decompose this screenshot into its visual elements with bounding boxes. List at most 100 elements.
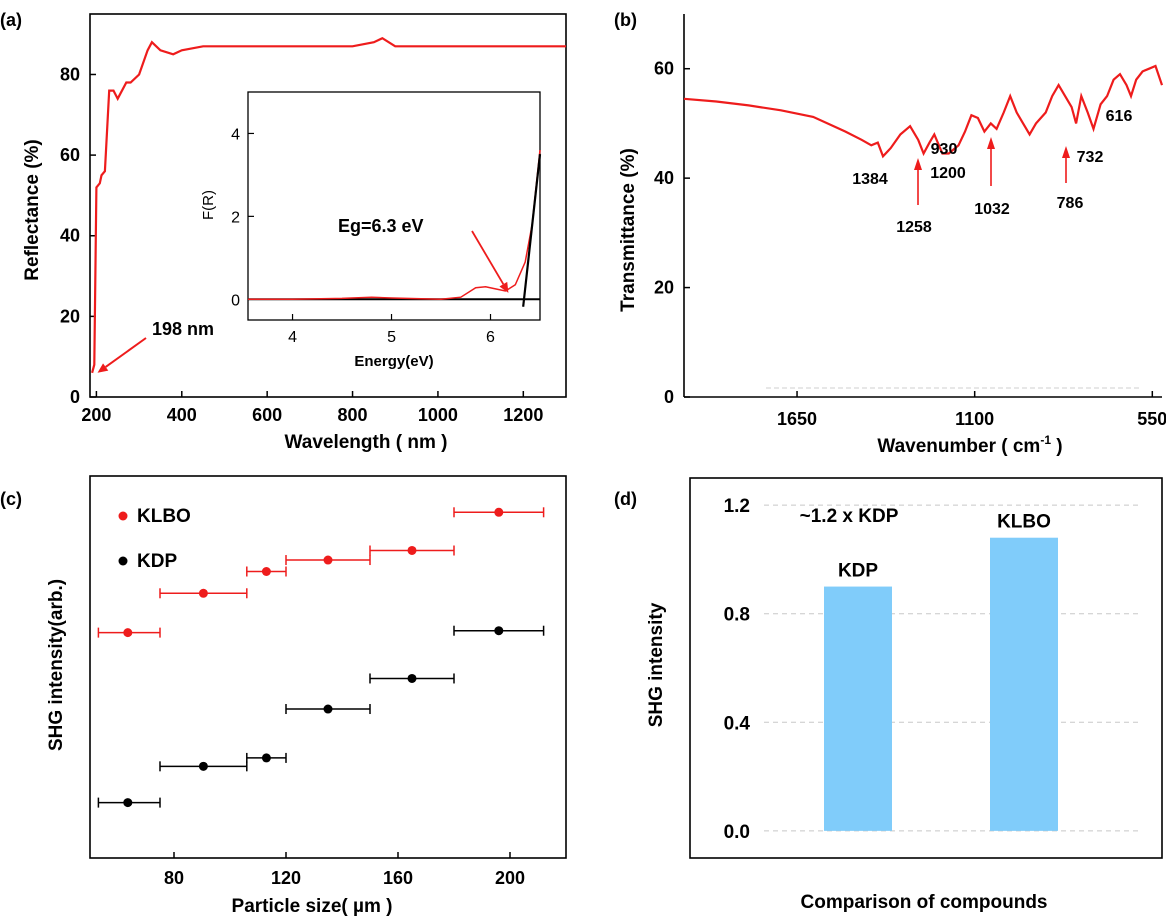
panel-a-x-tick-label: 1000 bbox=[418, 405, 458, 425]
panel-b-x-ticks: 1650 1100 550 bbox=[777, 391, 1166, 429]
panel-c-x-axis-label: Particle size( µm ) bbox=[232, 896, 393, 917]
klbo-point bbox=[323, 555, 333, 565]
panel-a-x-tick-label: 1200 bbox=[503, 405, 543, 425]
panel-b: (b) 1650 1100 550 0 20 40 60 1384 1258 1200 1032… bbox=[614, 10, 1166, 457]
klbo-point bbox=[261, 567, 271, 576]
panel-a-reflectance-line bbox=[91, 36, 566, 374]
panel-b-y-tick-label: 60 bbox=[654, 59, 674, 79]
klbo-point bbox=[123, 628, 133, 638]
panel-a-annotation-arrow bbox=[105, 337, 147, 368]
panel-b-x-axis-label: Wavenumber ( cm-1 ) bbox=[877, 433, 1062, 457]
panel-a-label: (a) bbox=[0, 10, 22, 30]
panel-d-y-tick-label: 1.2 bbox=[724, 496, 750, 517]
panel-a-y-tick-label: 20 bbox=[60, 306, 80, 326]
panel-b-x-tick-label: 1100 bbox=[955, 409, 994, 429]
panel-a-x-tick-label: 200 bbox=[81, 405, 111, 425]
panel-c-x-tick-label: 120 bbox=[271, 868, 301, 888]
panel-c-x-tick-label: 80 bbox=[164, 868, 184, 888]
panel-d-x-axis-label: Comparison of compounds bbox=[801, 892, 1048, 913]
inset-annotation-arrow bbox=[471, 230, 505, 285]
panel-b-x-tick-label: 550 bbox=[1137, 409, 1166, 429]
panel-d-y-tick-label: 0.8 bbox=[724, 605, 750, 626]
panel-b-peak-arrows bbox=[914, 137, 1070, 205]
inset-y-tick-label: 0 bbox=[231, 292, 240, 309]
panel-c-x-tick-label: 160 bbox=[383, 868, 413, 888]
panel-a-x-tick-label: 800 bbox=[338, 405, 368, 425]
panel-a-x-tick-label: 400 bbox=[167, 405, 197, 425]
inset-x-tick-label: 5 bbox=[387, 329, 396, 346]
bar-label-kdp: KDP bbox=[838, 561, 878, 582]
inset-x-axis-label: Energy(eV) bbox=[354, 353, 433, 370]
peak-arrowhead-1032 bbox=[987, 137, 995, 149]
panel-d-frame bbox=[689, 477, 1163, 859]
peak-label-1384: 1384 bbox=[852, 171, 888, 188]
panel-c-y-axis-label: SHG intensity(arb.) bbox=[46, 579, 67, 751]
panel-a-x-tick-label: 600 bbox=[252, 405, 282, 425]
kdp-point bbox=[323, 704, 333, 714]
bar-klbo bbox=[990, 537, 1058, 831]
peak-label-1200: 1200 bbox=[930, 165, 966, 182]
inset-annotation-eg: Eg=6.3 eV bbox=[338, 216, 424, 236]
kdp-point bbox=[407, 673, 417, 683]
panel-c: (c) 80 120 160 200 KLBO KDP Particle size( … bbox=[0, 475, 567, 917]
panel-a-frame bbox=[89, 13, 567, 398]
panel-d-y-tick-label: 0.4 bbox=[724, 713, 751, 734]
peak-label-1258: 1258 bbox=[896, 219, 932, 236]
panel-d-y-axis-label: SHG intensity bbox=[646, 602, 667, 727]
panel-d-y-ticks: 0.0 0.4 0.8 1.2 bbox=[724, 496, 751, 843]
panel-b-y-tick-label: 20 bbox=[654, 278, 674, 298]
klbo-point bbox=[198, 588, 208, 598]
bar-label-klbo: KLBO bbox=[997, 512, 1051, 533]
panel-d-y-tick-label: 0.0 bbox=[724, 822, 750, 843]
klbo-point bbox=[407, 545, 417, 555]
legend-kdp-marker bbox=[118, 556, 128, 566]
peak-label-732: 732 bbox=[1077, 149, 1104, 166]
kdp-point bbox=[494, 626, 504, 636]
panel-d-gridlines bbox=[764, 504, 1140, 832]
peak-label-786: 786 bbox=[1057, 195, 1084, 212]
inset-frame bbox=[247, 91, 541, 321]
inset-y-axis-label: F(R) bbox=[200, 190, 217, 220]
panel-c-data-points bbox=[97, 507, 545, 808]
inset-y-tick-label: 4 bbox=[231, 126, 240, 143]
panel-b-peak-labels: 1384 1258 1200 1032 930 786 732 616 bbox=[852, 108, 1132, 236]
panel-d: (d) 0.0 0.4 0.8 1.2 KDP KLBO ~1.2 x KDP Comp… bbox=[614, 477, 1163, 913]
panel-c-x-tick-label: 200 bbox=[495, 868, 525, 888]
panel-a-inset: 4 5 6 0 2 4 Eg=6.3 eV Energy(eV) F(R) bbox=[200, 91, 542, 370]
panel-d-label: (d) bbox=[614, 489, 637, 509]
panel-a-annotation-arrowhead bbox=[97, 363, 109, 373]
inset-x-tick-label: 4 bbox=[288, 329, 297, 346]
panel-a-x-ticks: 200 400 600 800 1000 1200 bbox=[81, 391, 543, 425]
bar-kdp bbox=[824, 586, 892, 831]
panel-a-annotation-198nm: 198 nm bbox=[152, 319, 214, 339]
panel-b-y-tick-label: 0 bbox=[664, 387, 674, 407]
panel-d-bars: KDP KLBO bbox=[824, 512, 1058, 831]
panel-a-y-tick-label: 40 bbox=[60, 226, 80, 246]
kdp-point bbox=[123, 798, 133, 808]
inset-x-tick-label: 6 bbox=[486, 329, 495, 346]
legend-kdp-label: KDP bbox=[137, 551, 177, 572]
panel-c-label: (c) bbox=[0, 489, 22, 509]
peak-label-930: 930 bbox=[931, 141, 958, 158]
peak-label-1032: 1032 bbox=[974, 201, 1010, 218]
panel-b-y-axis-label: Transmittance (%) bbox=[618, 148, 639, 312]
peak-arrowhead-786 bbox=[1062, 146, 1070, 158]
panel-b-y-tick-label: 40 bbox=[654, 168, 674, 188]
panel-a-y-tick-label: 0 bbox=[70, 387, 80, 407]
klbo-point bbox=[494, 507, 504, 517]
panel-a-y-tick-label: 80 bbox=[60, 64, 80, 84]
panel-a-x-axis-label: Wavelength ( nm ) bbox=[285, 432, 448, 453]
inset-fr-line bbox=[248, 149, 541, 301]
panel-c-x-ticks: 80 120 160 200 bbox=[164, 852, 525, 888]
inset-y-tick-label: 2 bbox=[231, 209, 240, 226]
panel-d-annotation: ~1.2 x KDP bbox=[800, 506, 899, 527]
legend-klbo-marker bbox=[118, 511, 128, 521]
inset-annotation-arrowhead bbox=[499, 281, 509, 293]
peak-arrowhead-1258 bbox=[914, 158, 922, 170]
panel-a-y-ticks: 0 20 40 60 80 bbox=[60, 64, 96, 407]
panel-c-frame bbox=[89, 475, 567, 859]
legend-klbo-label: KLBO bbox=[137, 506, 191, 527]
kdp-point bbox=[261, 753, 271, 763]
